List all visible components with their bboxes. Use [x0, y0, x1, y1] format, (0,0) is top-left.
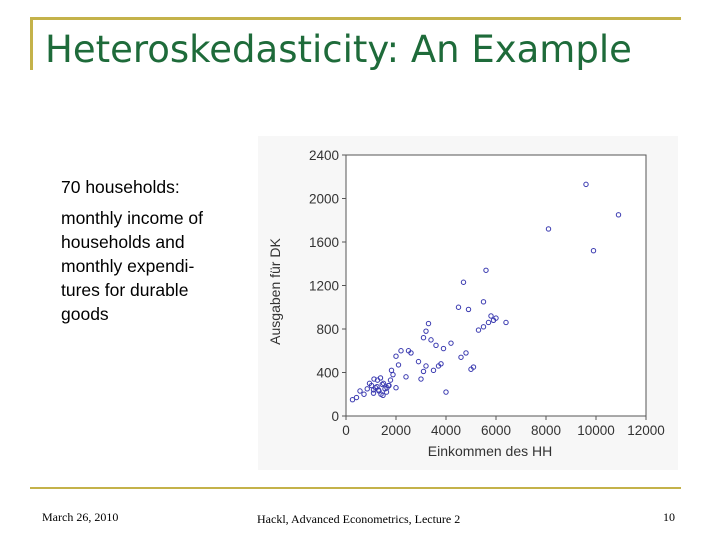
data-point: [428, 337, 434, 343]
data-point: [455, 304, 462, 310]
x-tick-label: 10000: [577, 423, 615, 438]
x-tick-label: 4000: [431, 423, 461, 438]
data-point: [370, 390, 377, 396]
data-point: [383, 389, 390, 395]
x-tick-label: 0: [342, 423, 350, 438]
y-tick-label: 800: [316, 322, 339, 337]
data-point: [465, 306, 472, 313]
data-point: [408, 350, 414, 356]
y-tick-label: 2400: [309, 148, 339, 163]
y-axis-label: Ausgaben für DK: [267, 238, 283, 345]
data-point: [423, 328, 429, 334]
data-point: [503, 319, 509, 326]
description-text: monthly income of households and monthly…: [61, 208, 204, 324]
data-point: [420, 368, 427, 375]
y-tick-label: 1600: [309, 235, 339, 250]
data-point: [448, 340, 454, 346]
data-point: [488, 313, 494, 319]
scatter-chart: 0 400 800 1200 1600 2000 2400 0 2000 4000 6000 8000…: [267, 148, 665, 459]
y-tick-label: 400: [316, 366, 339, 381]
data-point: [395, 362, 402, 368]
data-point: [349, 396, 356, 403]
data-point: [380, 392, 386, 399]
data-point: [368, 382, 375, 389]
data-point: [380, 380, 387, 387]
data-point: [361, 391, 367, 397]
data-point: [458, 354, 464, 360]
data-point: [390, 371, 396, 378]
data-point: [615, 212, 622, 218]
data-point: [485, 319, 492, 326]
data-point: [483, 267, 489, 273]
x-tick-label: 12000: [627, 423, 665, 438]
data-point: [493, 315, 499, 321]
y-tick-label: 0: [331, 409, 339, 424]
data-point: [420, 335, 427, 341]
data-point: [357, 388, 363, 394]
data-point: [403, 374, 409, 380]
title-frame: [30, 17, 681, 70]
data-point: [353, 394, 360, 401]
data-point: [545, 226, 552, 232]
data-point: [480, 299, 487, 305]
footer-date: March 26, 2010: [42, 510, 119, 524]
households-count-text: 70 households:: [61, 177, 180, 197]
data-point: [377, 375, 384, 381]
footer-rule: [30, 487, 681, 489]
data-point: [480, 324, 487, 330]
data-point: [375, 387, 382, 393]
page-number: 10: [663, 510, 675, 524]
data-point: [590, 248, 597, 254]
x-tick-label: 2000: [381, 423, 411, 438]
data-point: [385, 382, 392, 389]
data-point: [583, 181, 589, 188]
x-axis-label: Einkommen des HH: [428, 443, 553, 459]
data-point: [364, 386, 370, 392]
data-point: [393, 385, 399, 391]
slide-title: Heteroskedasticity: An Example: [45, 28, 632, 71]
data-point: [379, 381, 385, 388]
data-point: [443, 389, 449, 395]
footer-center-text: Hackl, Advanced Econometrics, Lecture 2: [257, 512, 461, 526]
data-point: [470, 364, 477, 370]
data-point: [460, 279, 467, 285]
data-point: [430, 367, 437, 374]
data-point: [435, 363, 442, 369]
data-point: [418, 376, 424, 382]
data-point: [433, 342, 439, 349]
y-tick-label: 1200: [309, 279, 339, 294]
data-point: [393, 353, 399, 359]
x-tick-label: 6000: [481, 423, 511, 438]
data-point: [423, 363, 429, 369]
plot-frame: [345, 154, 647, 417]
x-tick-label: 8000: [531, 423, 561, 438]
data-point: [475, 327, 482, 333]
y-tick-label: 2000: [309, 192, 339, 207]
data-point: [415, 358, 422, 365]
data-point: [398, 348, 404, 354]
data-point: [387, 377, 394, 383]
data-point: [371, 376, 377, 382]
data-point: [425, 320, 432, 327]
data-point: [440, 345, 447, 352]
data-point: [463, 350, 469, 356]
